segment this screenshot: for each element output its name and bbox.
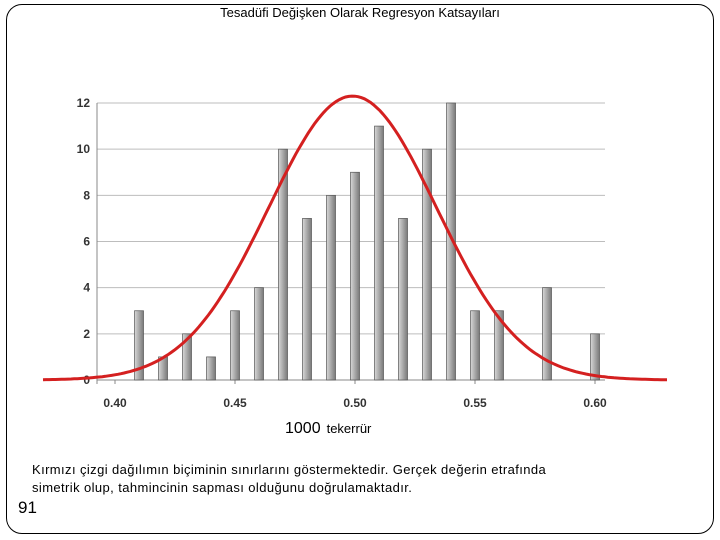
bar <box>206 356 216 381</box>
x-tick-label: 0.45 <box>223 396 247 410</box>
bar <box>254 287 264 381</box>
x-tick-label: 0.40 <box>103 396 127 410</box>
page-number: 91 <box>18 498 37 517</box>
bar <box>182 333 192 381</box>
curve-line <box>42 94 667 382</box>
caption: Kırmızı çizgi dağılımın biçiminin sınırl… <box>32 461 692 497</box>
bar <box>470 310 480 381</box>
y-tick-label: 2 <box>83 327 90 341</box>
bar <box>134 310 144 381</box>
y-tick-label: 8 <box>83 188 90 202</box>
bar <box>542 287 552 381</box>
y-tick-label: 0 <box>83 373 90 387</box>
bar <box>422 148 432 381</box>
y-tick-label: 4 <box>83 281 90 295</box>
bar <box>350 171 360 381</box>
bar <box>230 310 240 381</box>
x-axis-label: 1000 tekerrür <box>285 420 371 438</box>
x-tick-label: 0.55 <box>463 396 487 410</box>
bar <box>590 333 600 381</box>
x-axis-label-word: tekerrür <box>326 421 372 436</box>
bar <box>302 218 312 381</box>
x-axis-label-number: 1000 <box>285 420 321 437</box>
x-tick-label: 0.60 <box>583 396 607 410</box>
normal-curve <box>42 94 667 382</box>
x-tick-label: 0.50 <box>343 396 367 410</box>
bar <box>398 218 408 381</box>
bar <box>278 148 288 381</box>
caption-line-1: Kırmızı çizgi dağılımın biçiminin sınırl… <box>32 462 547 477</box>
bar <box>326 194 336 381</box>
y-tick-label: 6 <box>83 235 90 249</box>
slide-frame <box>6 4 714 534</box>
y-tick-label: 12 <box>77 96 91 110</box>
chart-title: Tesadüfi Değişken Olarak Regresyon Katsa… <box>220 5 500 20</box>
axes: 0 2 4 6 8 10 12 0.40 0.45 0.50 0.55 0.60 <box>77 96 607 410</box>
bar <box>374 125 384 381</box>
y-tick-label: 10 <box>77 142 91 156</box>
bar <box>446 102 456 381</box>
bar <box>494 310 504 381</box>
caption-line-2: simetrik olup, tahmincinin sapması olduğ… <box>32 480 413 495</box>
bars <box>134 102 600 381</box>
